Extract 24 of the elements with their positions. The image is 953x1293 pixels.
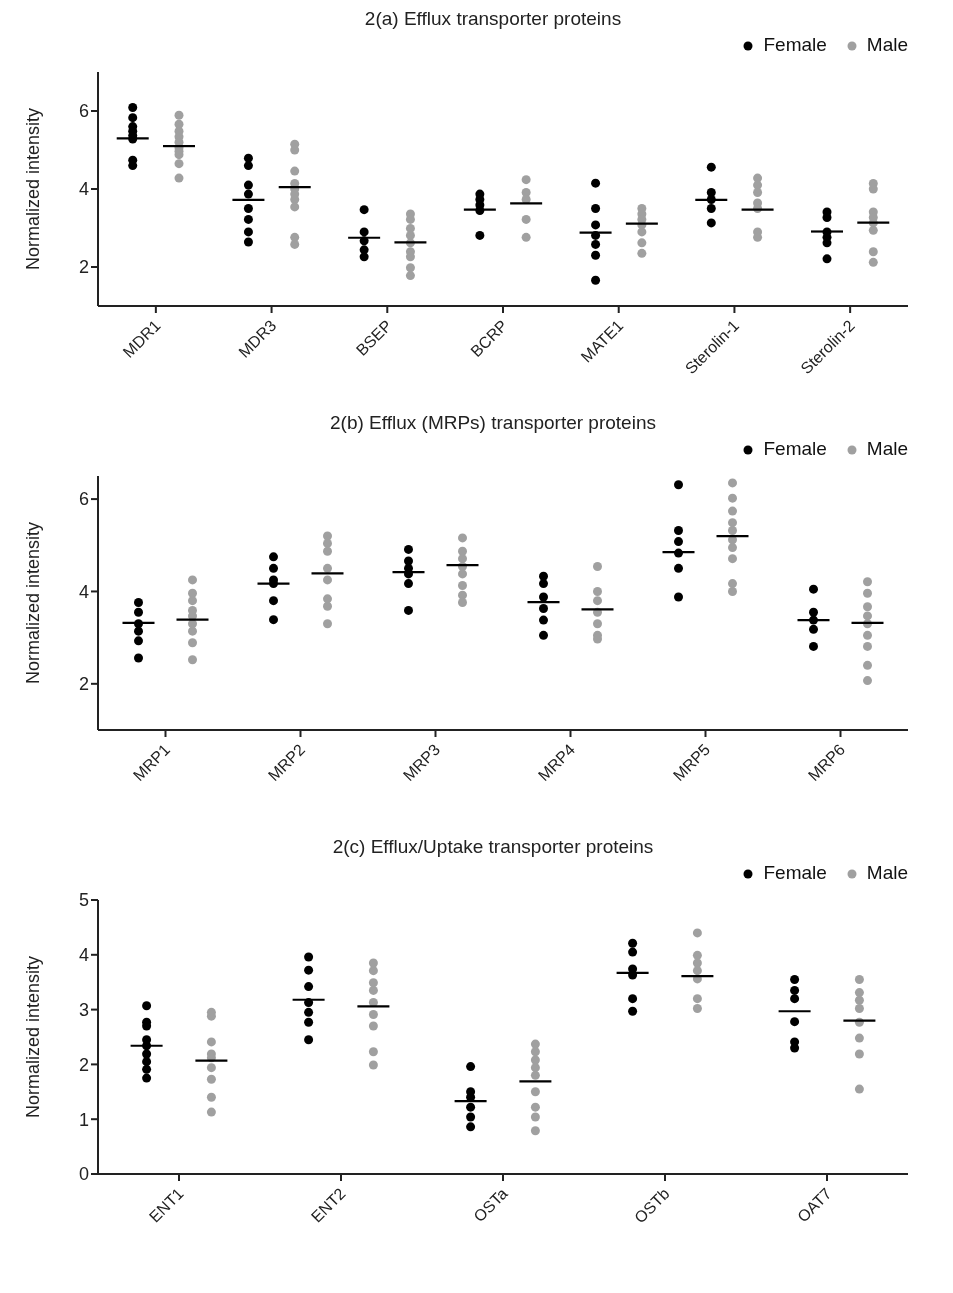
y-tick-label: 4 <box>78 179 89 200</box>
y-tick-label: 4 <box>78 945 89 966</box>
y-axis-title: Normalized intensity <box>23 521 44 685</box>
y-axis-title: Normalized intensity <box>23 955 44 1119</box>
legend-label: Female <box>762 34 827 57</box>
legend-label: Male <box>865 438 908 461</box>
y-tick-label: 1 <box>78 1109 89 1130</box>
y-axis-title: Normalized intensity <box>23 107 44 271</box>
legend-label: Female <box>762 438 827 461</box>
chart-title: 2(a) Efflux transporter proteins <box>363 8 623 31</box>
chart-title: 2(c) Efflux/Uptake transporter proteins <box>331 836 655 859</box>
y-tick-label: 4 <box>78 581 89 602</box>
legend-label: Female <box>762 862 827 885</box>
y-tick-label: 6 <box>78 101 89 122</box>
y-tick-label: 2 <box>78 257 89 278</box>
y-tick-label: 2 <box>78 1054 89 1075</box>
y-tick-label: 5 <box>78 890 89 911</box>
y-tick-label: 0 <box>78 1164 89 1185</box>
chart-title: 2(b) Efflux (MRPs) transporter proteins <box>329 412 657 435</box>
y-tick-label: 6 <box>78 489 89 510</box>
legend-label: Male <box>865 862 908 885</box>
legend-label: Male <box>865 34 908 57</box>
y-tick-label: 3 <box>78 999 89 1020</box>
y-tick-label: 2 <box>78 674 89 695</box>
